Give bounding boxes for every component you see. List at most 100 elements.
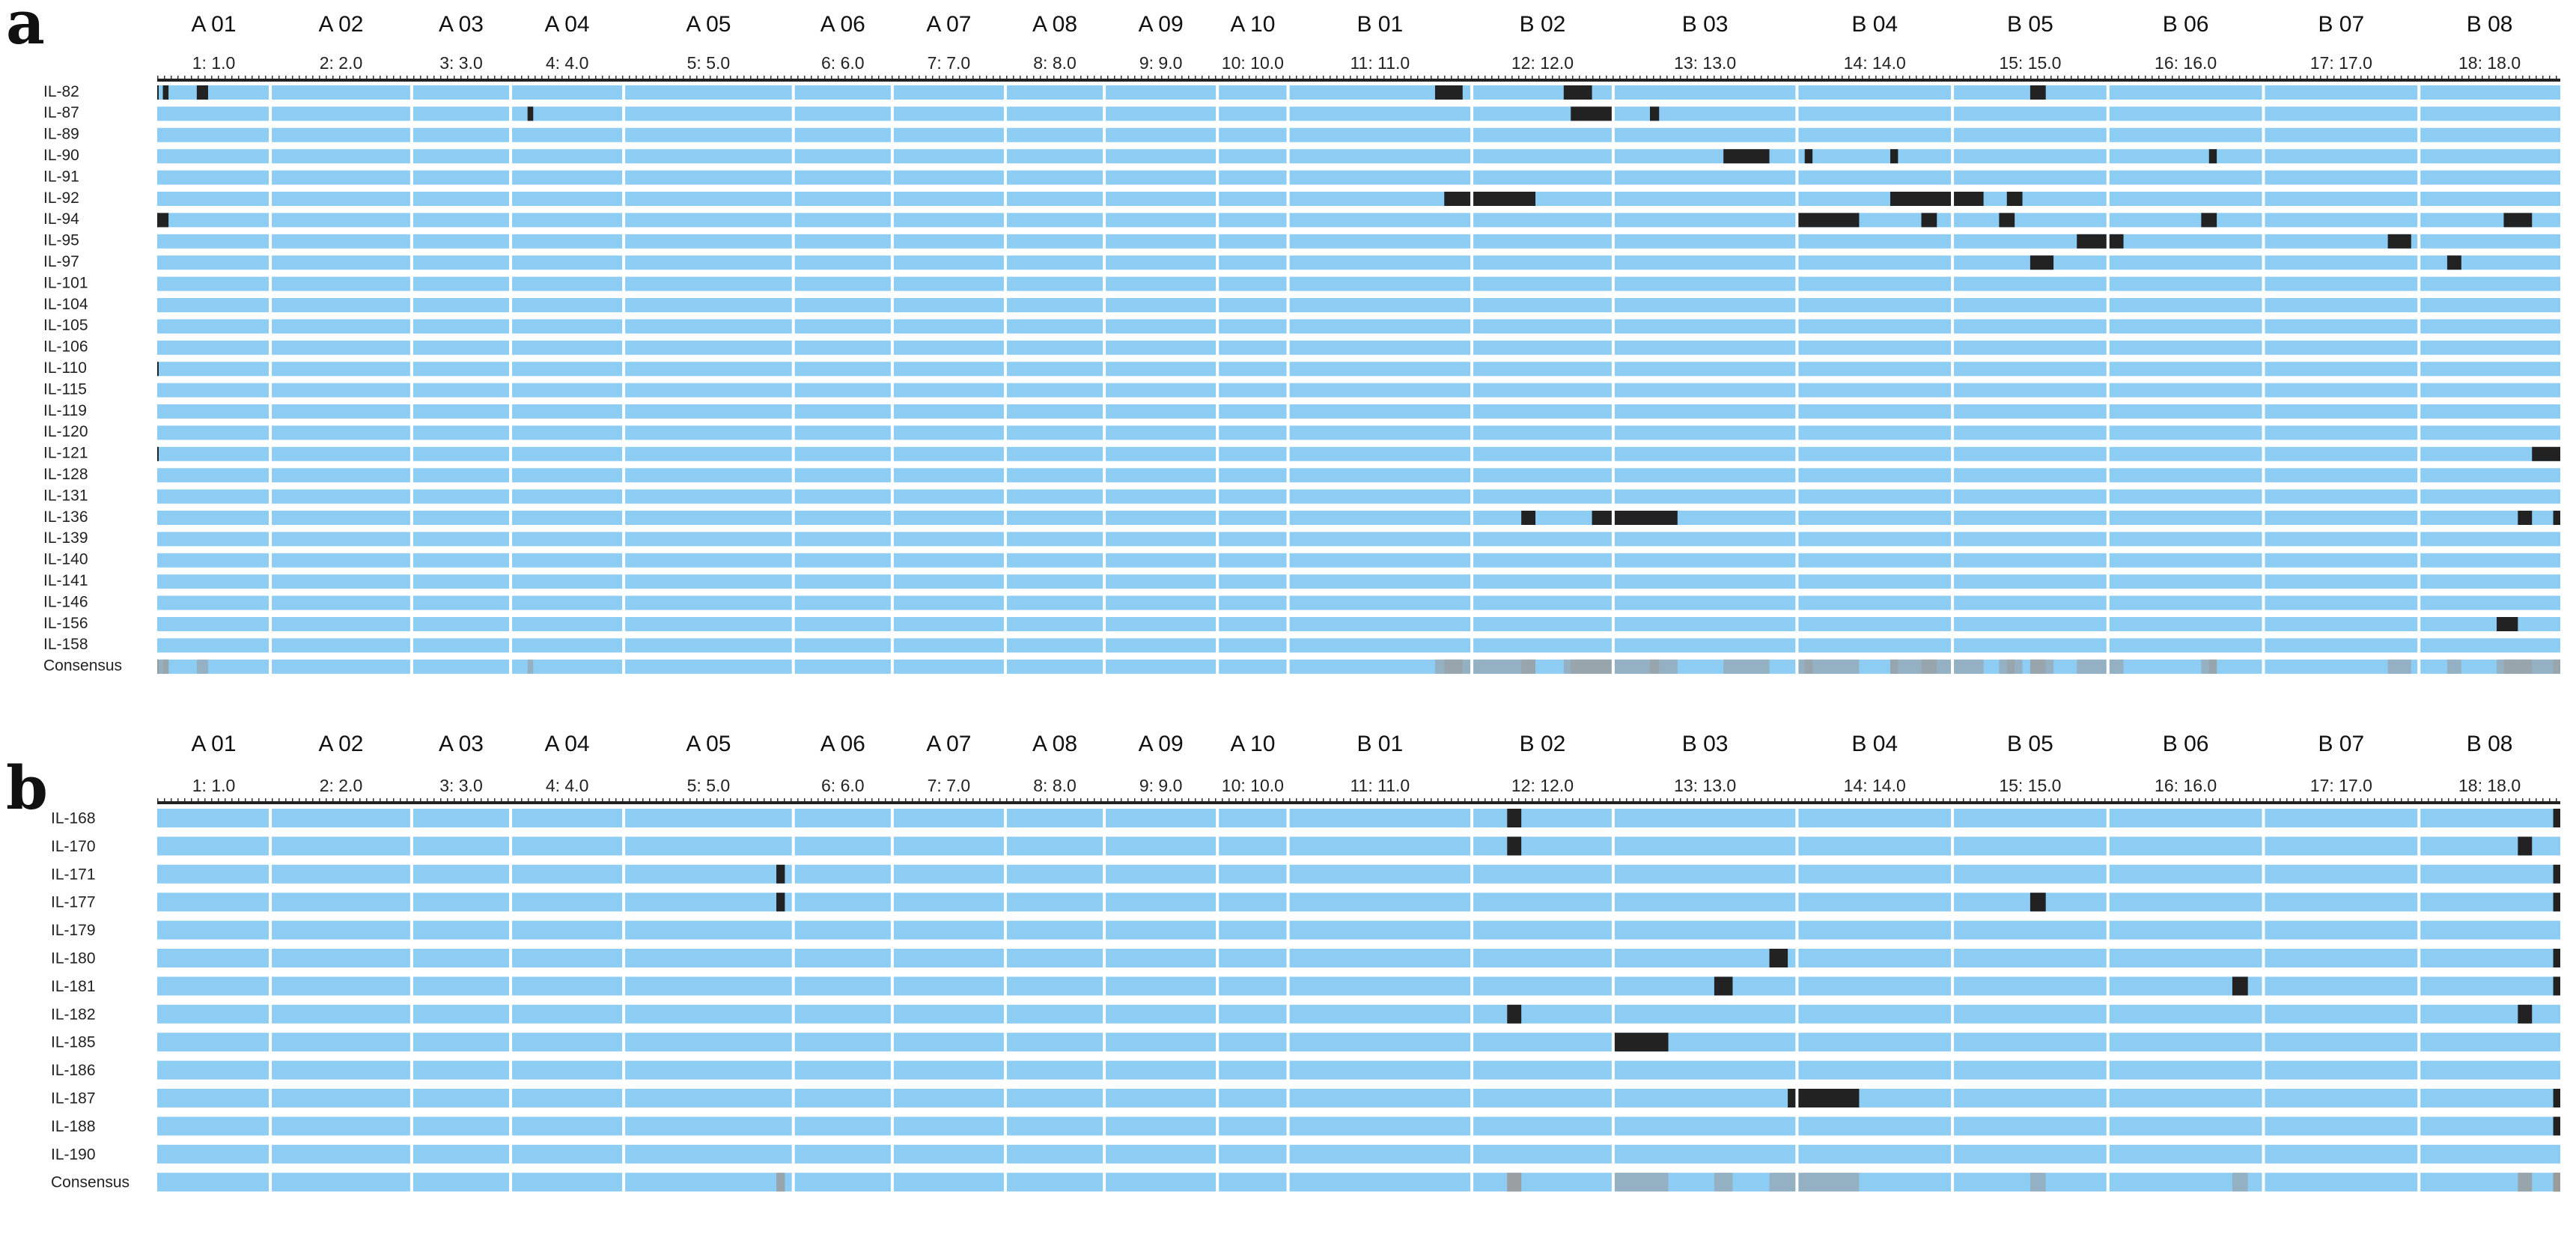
il-bar [157,340,2560,355]
marker-tick [636,798,637,801]
row-label: IL-110 [43,359,87,377]
marker-tick [1660,798,1661,801]
chromosome-label: B 01 [1356,732,1403,756]
marker-tick [2293,798,2295,801]
marker-tick [1714,76,1715,79]
marker-tick [1491,76,1493,79]
marker-tick [407,76,408,79]
marker-tick [481,798,482,801]
marker-tick [952,798,954,801]
marker-tick [1148,798,1149,801]
marker-tick [2300,76,2301,79]
consensus-segment [2497,659,2518,674]
marker-tick [474,76,475,79]
marker-tick [2347,798,2348,801]
marker-tick [1383,798,1385,801]
il-bar [157,192,2560,206]
marker-tick [2286,76,2288,79]
marker-tick [339,76,341,79]
marker-tick [568,798,570,801]
marker-tick [1525,798,1526,801]
marker-tick [514,76,516,79]
marker-tick [555,798,556,801]
marker-tick [319,76,320,79]
marker-tick [2360,76,2362,79]
marker-tick [2441,798,2443,801]
marker-tick [999,76,1001,79]
marker-tick [1673,798,1675,801]
marker-tick [1997,798,1998,801]
marker-tick [211,798,213,801]
chromosome-label: A 02 [318,732,363,756]
marker-tick [1363,76,1365,79]
marker-tick [2428,798,2429,801]
marker-tick [1336,798,1338,801]
introgression-segment [1890,149,1898,164]
marker-tick [2509,798,2510,801]
marker-tick [1208,76,1210,79]
marker-tick [710,76,711,79]
chromosome-label: A 04 [545,732,590,756]
marker-tick [2138,76,2140,79]
marker-tick [1222,76,1223,79]
marker-tick [689,798,691,801]
marker-tick [824,798,826,801]
chromosome-sublabel: 15: 15.0 [1999,53,2061,73]
marker-tick [629,798,630,801]
marker-tick [1161,798,1163,801]
marker-tick [1228,798,1230,801]
marker-tick [1525,76,1526,79]
marker-tick [1202,798,1203,801]
marker-tick [1485,76,1486,79]
marker-tick [1410,76,1412,79]
introgression-segment [1613,1033,1669,1052]
marker-tick [238,798,240,801]
marker-tick [1141,798,1142,801]
marker-tick [2219,798,2220,801]
marker-tick [1801,798,1803,801]
introgression-segment [1521,511,1536,525]
marker-tick [2050,76,2052,79]
marker-tick [1997,76,1998,79]
marker-tick [2111,76,2113,79]
marker-tick [2118,76,2119,79]
il-bar [157,468,2560,483]
marker-tick [561,76,563,79]
marker-tick [1828,76,1830,79]
marker-tick [703,798,704,801]
chromosome-separator [791,84,795,681]
marker-tick [1410,798,1412,801]
il-bar [157,1116,2560,1136]
marker-tick [1532,798,1533,801]
marker-tick [1626,76,1627,79]
marker-tick [1431,76,1432,79]
consensus-bar [157,1173,2560,1192]
marker-tick [2259,76,2261,79]
marker-tick [777,76,779,79]
consensus-segment [2387,659,2411,674]
chromosome-label: B 02 [1520,732,1566,756]
marker-tick [2232,798,2234,801]
marker-tick [218,798,219,801]
marker-tick [427,76,428,79]
marker-tick [791,76,792,79]
marker-tick [2360,798,2362,801]
marker-tick [1168,798,1169,801]
marker-tick [231,76,233,79]
marker-tick [1074,76,1075,79]
introgression-segment [2030,85,2046,100]
marker-tick [1114,76,1115,79]
marker-tick [1801,76,1803,79]
marker-tick [1754,798,1756,801]
marker-tick [2468,76,2470,79]
marker-tick [1094,76,1095,79]
marker-tick [905,798,907,801]
il-bar [157,213,2560,228]
marker-tick [393,798,395,801]
marker-tick [1424,798,1425,801]
marker-tick [1767,76,1769,79]
consensus-segment [2553,1173,2560,1192]
chromosome-sublabel: 5: 5.0 [687,53,731,73]
marker-tick [561,798,563,801]
marker-tick [2495,76,2497,79]
